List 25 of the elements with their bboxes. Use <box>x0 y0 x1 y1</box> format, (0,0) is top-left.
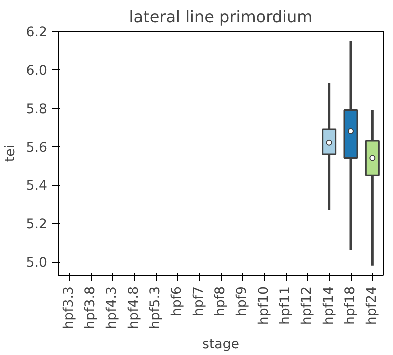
x-tick-label: hpf8 <box>214 286 228 317</box>
y-tick-label: 5.0 <box>26 256 48 272</box>
x-tick-label: hpf3.3 <box>62 286 77 330</box>
x-tick-label: hpf12 <box>300 286 316 326</box>
y-tick-label: 5.8 <box>26 102 48 118</box>
x-tick-label: hpf11 <box>278 286 294 326</box>
x-tick-label: hpf4.3 <box>105 286 120 330</box>
x-tick-label: hpf24 <box>365 286 380 326</box>
x-tick-label: hpf5.3 <box>148 286 164 330</box>
x-tick-label: hpf10 <box>256 286 272 326</box>
y-tick-label: 6.0 <box>26 64 48 79</box>
x-tick-label: hpf4.8 <box>126 286 142 330</box>
chart-title: lateral line primordium <box>129 8 313 26</box>
x-tick-label: hpf3.8 <box>84 286 98 330</box>
x-tick-label: hpf9 <box>235 286 250 317</box>
x-tick-label: hpf18 <box>344 286 358 326</box>
y-tick-label: 5.4 <box>26 179 48 194</box>
y-tick-label: 5.2 <box>26 218 48 233</box>
x-axis-title: stage <box>202 337 240 352</box>
x-tick-label: hpf6 <box>170 286 186 317</box>
x-tick-label: hpf7 <box>192 286 207 317</box>
y-tick-label: 6.2 <box>26 26 48 40</box>
x-tick-label: hpf14 <box>322 286 337 326</box>
y-tick-label: 5.6 <box>26 140 48 156</box>
y-axis-title: tei <box>3 144 18 162</box>
